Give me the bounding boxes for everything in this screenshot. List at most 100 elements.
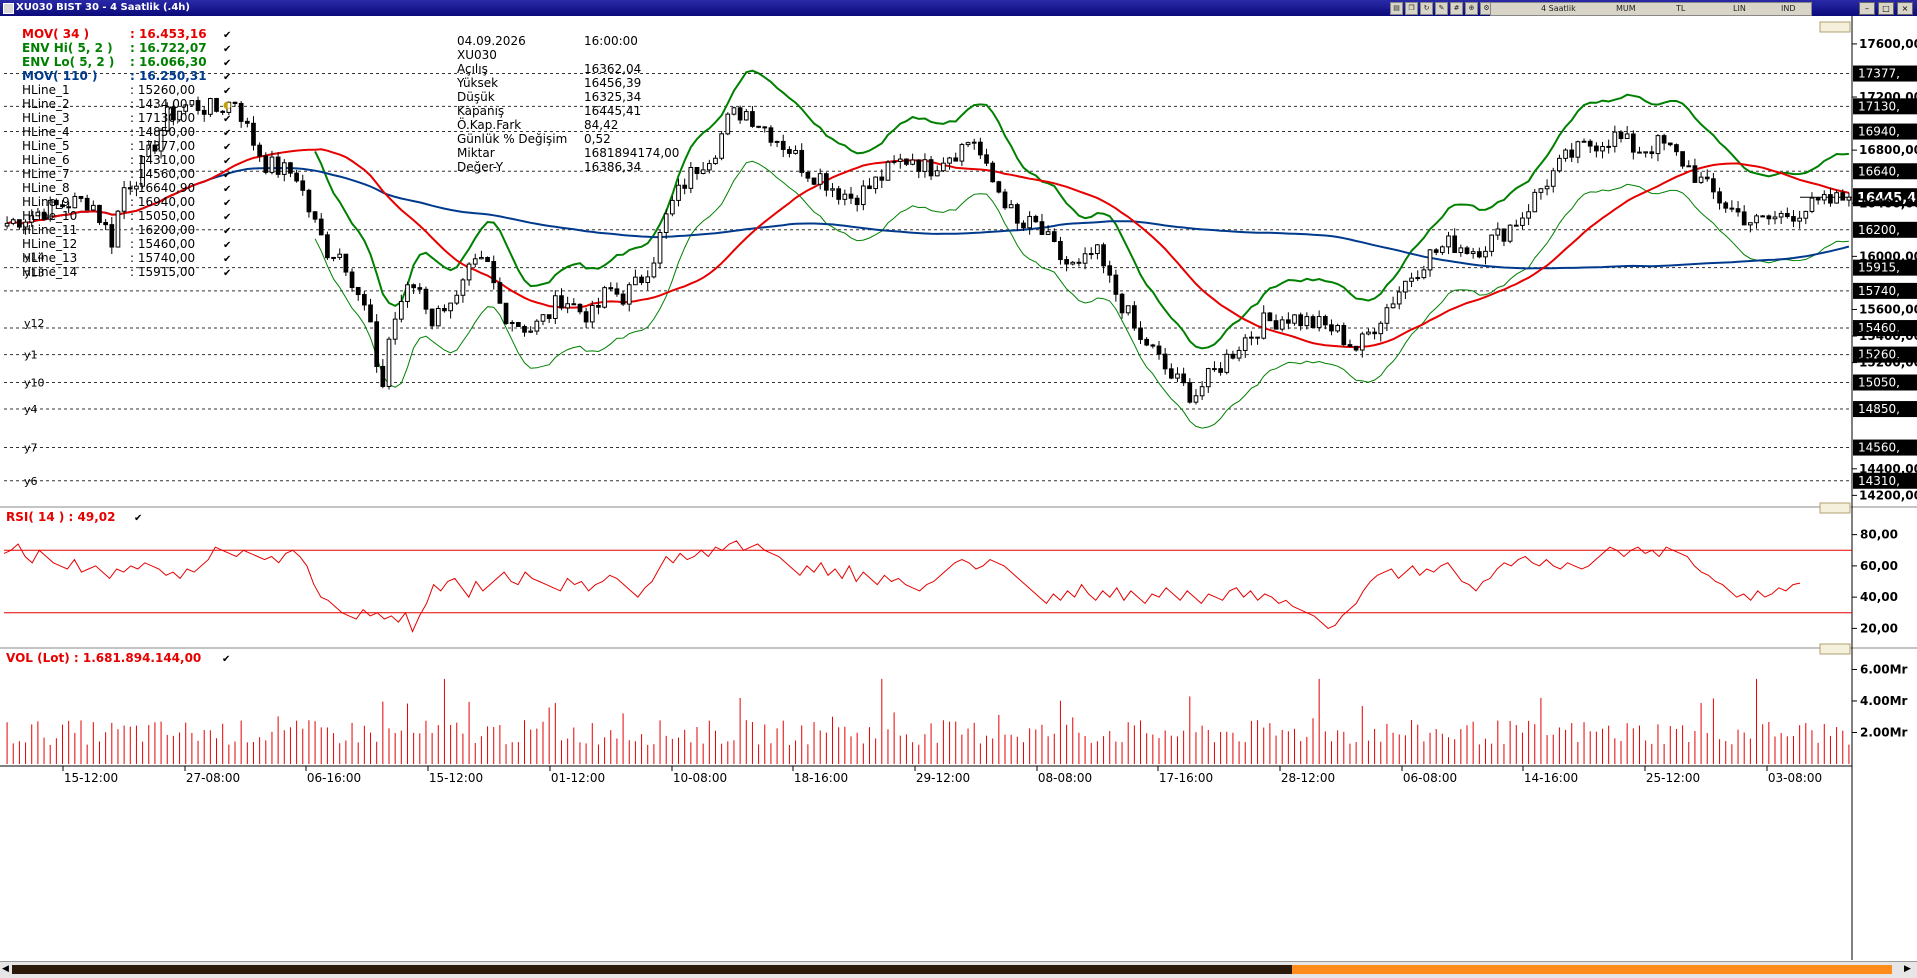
legend-toggle-icon[interactable]: ✔: [223, 128, 231, 139]
scroll-thumb[interactable]: [12, 965, 1292, 974]
legend-toggle-icon[interactable]: ✔: [223, 72, 231, 83]
candle-body: [1550, 170, 1556, 187]
copy-tool-icon[interactable]: ❐: [1405, 2, 1418, 15]
candle-body: [651, 262, 657, 278]
candle-body: [1489, 234, 1494, 252]
legend-toggle-icon[interactable]: ✔: [223, 212, 231, 223]
legend-value: : 14850,00: [130, 125, 195, 139]
candle-body: [1107, 265, 1113, 276]
hline-label: 15050,: [1858, 376, 1900, 390]
legend-toggle-icon[interactable]: ✔: [223, 226, 231, 237]
hline-label-box: [1853, 401, 1917, 418]
candle-body: [1680, 151, 1685, 167]
candle-body: [873, 176, 878, 190]
price-y-tick-label: 16800,00: [1859, 143, 1917, 157]
candle-body: [1846, 196, 1852, 201]
candle-body: [1667, 142, 1673, 146]
legend-name: HLine_3: [22, 111, 70, 125]
legend-toggle-icon[interactable]: ◐: [223, 100, 232, 111]
y-mark-label: y14: [24, 250, 45, 263]
candle-body: [1784, 212, 1790, 218]
ma110-line: [6, 166, 1850, 270]
candle-body: [442, 307, 447, 312]
candle-body: [1563, 149, 1568, 159]
candle-body: [528, 330, 534, 333]
axes: 17600,00 17200,00 16800,00 16400,00 16000,00…: [0, 16, 1917, 960]
hline-label-box: [1853, 65, 1917, 82]
candle-body: [1797, 217, 1802, 222]
candle-body: [417, 287, 423, 290]
legend-toggle-icon[interactable]: ✔: [223, 240, 231, 251]
candle-body: [140, 156, 145, 187]
legend-name: HLine_13: [22, 251, 77, 265]
legend-value: : 16640,90: [130, 181, 195, 195]
candle-body: [1039, 221, 1045, 235]
volume-y-tick-label: 6.00Mr: [1860, 662, 1908, 676]
period-selector[interactable]: 4 Saatlik: [1541, 4, 1576, 13]
chart-tool-icon[interactable]: ▤: [1390, 2, 1403, 15]
legend-toggle-icon[interactable]: ✔: [223, 114, 231, 125]
candle-body: [1212, 368, 1217, 371]
horizontal-scrollbar[interactable]: ◀ ▶: [0, 961, 1917, 978]
candle-body: [60, 204, 65, 208]
grid-tool-icon[interactable]: #: [1450, 2, 1463, 15]
chart-area[interactable]: 15260, 17130, 14850, 17377, 14310, 14560, 1664…: [0, 16, 1917, 961]
chart-type-selector[interactable]: MUM: [1616, 4, 1636, 13]
refresh-tool-icon[interactable]: ↻: [1420, 2, 1433, 15]
candle-body: [201, 109, 207, 115]
maximize-button[interactable]: □: [1878, 2, 1894, 15]
zoom-tool-icon[interactable]: ⊕: [1465, 2, 1478, 15]
candle-body: [700, 169, 706, 174]
candle-body: [1766, 215, 1772, 220]
legend-toggle-icon[interactable]: ✔: [223, 44, 231, 55]
candle-body: [29, 215, 35, 223]
candle-body: [670, 199, 675, 215]
rsi-y-tick-label: 20,00: [1860, 621, 1898, 635]
candle-body: [1815, 197, 1821, 201]
legend-toggle-icon[interactable]: ✔: [223, 30, 231, 41]
legend-toggle-icon[interactable]: ✔: [223, 268, 231, 279]
candle-body: [1021, 222, 1026, 229]
candle-body: [1403, 280, 1408, 293]
candle-body: [811, 177, 817, 185]
volume-panel: 6.00Mr 4.00Mr 2.00Mr: [6, 662, 1908, 764]
hline-label-box: [1853, 472, 1917, 489]
candle-body: [1692, 165, 1698, 183]
candle-body: [232, 101, 238, 104]
candle-body: [965, 142, 971, 146]
indicator-selector[interactable]: IND: [1781, 4, 1796, 13]
legend-toggle-icon[interactable]: ✔: [223, 198, 231, 209]
legend-toggle-icon[interactable]: ✔: [223, 86, 231, 97]
currency-selector[interactable]: TL: [1676, 4, 1686, 13]
draw-tool-icon[interactable]: ✎: [1435, 2, 1448, 15]
candle-body: [608, 287, 614, 290]
candle-body: [509, 322, 515, 325]
hline-label: 14560,: [1858, 441, 1900, 455]
candle-body: [891, 160, 897, 163]
candle-body: [1002, 191, 1008, 209]
legend-value: : 15050,00: [130, 209, 195, 223]
hline-label-box: [1853, 439, 1917, 456]
legend-toggle-icon[interactable]: ✔: [223, 254, 231, 265]
legend-toggle-icon[interactable]: ✔: [223, 156, 231, 167]
scale-selector[interactable]: LIN: [1733, 4, 1746, 13]
candle-body: [1095, 244, 1100, 255]
candle-body: [1483, 250, 1488, 258]
hline-label: 15915,: [1858, 261, 1900, 275]
close-button[interactable]: ×: [1897, 2, 1913, 15]
info-date: 04.09.2026: [457, 34, 526, 48]
legend-name: ENV Lo( 5, 2 ): [22, 55, 114, 69]
candle-body: [762, 126, 768, 129]
scroll-left-icon[interactable]: ◀: [2, 964, 9, 974]
scroll-right-icon[interactable]: ▶: [1904, 964, 1911, 974]
legend-toggle-icon[interactable]: ✔: [223, 58, 231, 69]
legend-toggle-icon[interactable]: ✔: [223, 142, 231, 153]
legend-toggle-icon[interactable]: ✔: [223, 170, 231, 181]
legend-toggle-icon[interactable]: ✔: [223, 184, 231, 195]
candle-body: [559, 295, 564, 309]
candle-body: [368, 304, 373, 323]
volume-y-tick-label: 4.00Mr: [1860, 694, 1908, 708]
minimize-button[interactable]: –: [1859, 2, 1875, 15]
candle-body: [1821, 194, 1827, 201]
candle-body: [1458, 247, 1464, 254]
